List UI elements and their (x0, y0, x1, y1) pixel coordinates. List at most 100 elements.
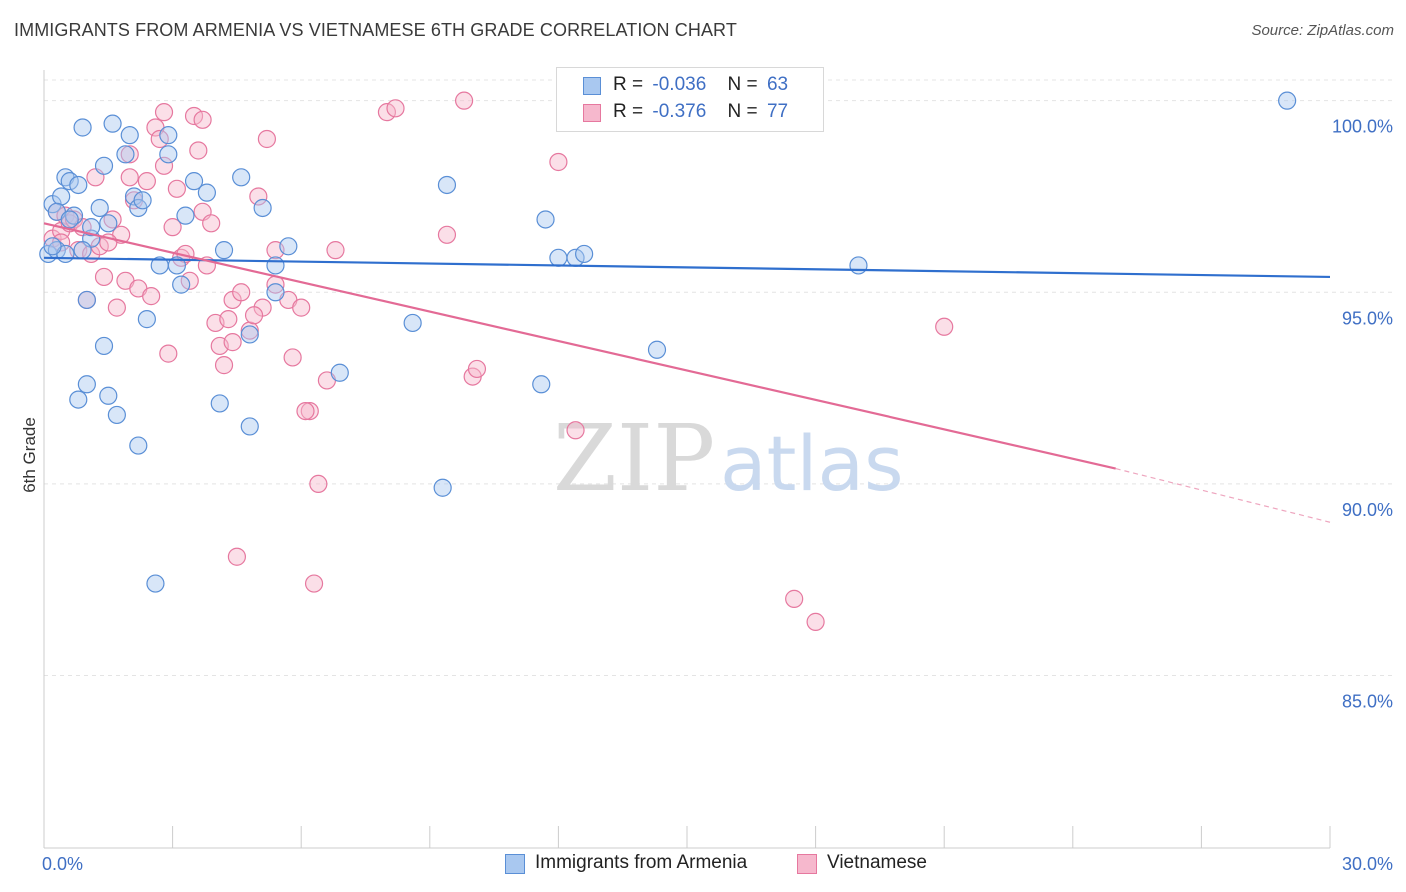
point-vietnamese-37 (214, 356, 234, 375)
legend-armenia-n-label: N = (727, 74, 758, 95)
point-armenia-56 (77, 375, 96, 394)
point-vietnamese-64 (785, 589, 804, 608)
point-vietnamese-66 (935, 317, 954, 336)
tick-labels: 85.0% 90.0% 95.0% 100.0% 0.0% 30.0% (42, 117, 1393, 874)
point-vietnamese-76 (223, 333, 242, 352)
y-tick-label-85: 85.0% (1342, 692, 1393, 712)
legend-vietnamese-r-value: -0.376 (652, 101, 707, 122)
point-armenia-18 (116, 145, 135, 164)
point-armenia-32 (210, 394, 229, 413)
legend-armenia-r-value: -0.036 (652, 74, 707, 95)
point-armenia-16 (103, 114, 122, 133)
point-vietnamese-20 (137, 172, 156, 191)
point-armenia-31 (197, 183, 216, 202)
point-vietnamese-25 (159, 344, 178, 363)
point-vietnamese-52 (309, 474, 328, 494)
point-armenia-37 (253, 198, 272, 218)
point-vietnamese-49 (292, 298, 311, 317)
correlation-legend: R = -0.036 N = 63 R = -0.376 N = 77 (556, 67, 824, 132)
legend-bottom-label-vietnamese: Vietnamese (827, 852, 927, 873)
point-vietnamese-68 (154, 103, 174, 122)
point-armenia-17 (107, 405, 126, 425)
point-vietnamese-65 (806, 612, 825, 631)
point-vietnamese-38 (219, 310, 238, 329)
point-armenia-51 (849, 256, 868, 275)
point-vietnamese-29 (180, 271, 199, 290)
point-armenia-34 (232, 168, 251, 187)
trend-line-armenia (43, 256, 1331, 279)
point-vietnamese-56 (386, 99, 405, 118)
point-armenia-13 (90, 198, 109, 218)
point-vietnamese-45 (257, 129, 277, 149)
point-armenia-24 (146, 574, 165, 593)
point-armenia-44 (437, 175, 457, 195)
y-tick-label-90: 90.0% (1342, 500, 1393, 520)
point-armenia-20 (124, 187, 144, 206)
point-vietnamese-30 (184, 106, 204, 126)
legend-bottom-label-armenia: Immigrants from Armenia (535, 852, 748, 873)
point-armenia-22 (129, 436, 148, 455)
point-vietnamese-75 (296, 401, 315, 421)
point-vietnamese-61 (549, 152, 568, 172)
point-armenia-36 (240, 417, 259, 436)
point-vietnamese-57 (437, 225, 457, 244)
point-vietnamese-17 (120, 168, 139, 187)
legend-armenia-r-label: R = (613, 74, 644, 95)
point-armenia-54 (60, 210, 79, 229)
point-vietnamese-54 (326, 241, 345, 260)
point-vietnamese-34 (202, 214, 221, 233)
watermark-zip: ZIP (553, 405, 715, 512)
point-armenia-10 (77, 290, 96, 310)
legend-bottom-swatch-vietnamese (797, 854, 817, 874)
point-vietnamese-40 (227, 547, 246, 566)
point-armenia-41 (330, 363, 349, 382)
point-armenia-9 (73, 118, 92, 137)
point-armenia-61 (133, 191, 152, 210)
point-armenia-26 (159, 145, 178, 164)
watermark-atlas: atlas (720, 419, 904, 508)
point-vietnamese-27 (167, 179, 186, 198)
point-vietnamese-14 (107, 298, 126, 317)
series-vietnamese-points (43, 91, 954, 631)
point-vietnamese-73 (244, 306, 264, 325)
legend-swatch-vietnamese (583, 104, 601, 122)
point-armenia-40 (279, 237, 298, 256)
point-vietnamese-26 (163, 218, 182, 237)
point-armenia-55 (94, 156, 114, 175)
trend-line-vietnamese (43, 222, 1116, 470)
point-vietnamese-50 (300, 401, 319, 421)
point-vietnamese-41 (232, 283, 251, 302)
point-vietnamese-67 (193, 110, 212, 129)
point-armenia-28 (172, 275, 191, 294)
point-armenia-42 (403, 313, 422, 333)
series-armenia-points (39, 91, 1297, 593)
point-armenia-3 (52, 187, 71, 206)
point-armenia-57 (69, 390, 88, 409)
point-vietnamese-12 (94, 267, 114, 287)
x-tick-label-min: 0.0% (42, 854, 83, 874)
point-armenia-6 (60, 172, 79, 191)
point-armenia-38 (266, 256, 285, 275)
point-armenia-27 (159, 126, 178, 145)
legend-vietnamese-r-label: R = (613, 101, 644, 122)
point-vietnamese-58 (454, 91, 474, 110)
legend-bottom-swatch-armenia (505, 854, 525, 874)
point-armenia-43 (433, 478, 452, 497)
legend-armenia-n-value: 63 (766, 74, 789, 95)
y-tick-label-95: 95.0% (1342, 308, 1393, 328)
y-tick-label-100: 100.0% (1332, 117, 1393, 137)
point-armenia-47 (549, 248, 568, 267)
point-armenia-29 (176, 206, 195, 225)
point-armenia-30 (184, 172, 204, 191)
legend-vietnamese-n-value: 77 (766, 101, 789, 122)
legend-swatch-armenia (583, 77, 601, 95)
point-armenia-62 (73, 241, 92, 260)
point-armenia-45 (532, 375, 551, 394)
chart-title: IMMIGRANTS FROM ARMENIA VS VIETNAMESE 6T… (14, 20, 737, 40)
point-vietnamese-51 (304, 574, 324, 593)
point-vietnamese-21 (142, 287, 161, 306)
point-armenia-52 (1278, 91, 1297, 110)
point-vietnamese-43 (249, 187, 268, 206)
point-armenia-50 (647, 340, 667, 359)
chart-source: Source: ZipAtlas.com (1251, 22, 1394, 39)
